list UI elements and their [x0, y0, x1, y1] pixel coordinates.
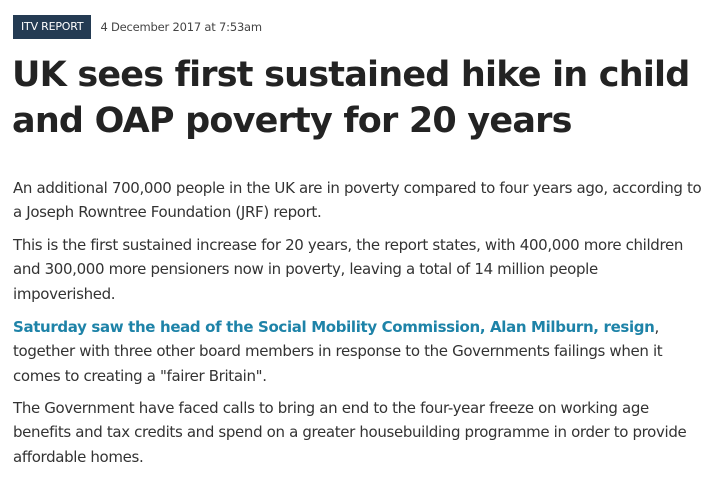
article-headline: UK sees first sustained hike in child an…: [12, 55, 690, 141]
publish-timestamp: 4 December 2017 at 7:53am: [100, 20, 262, 34]
paragraph-4: The Government have faced calls to bring…: [13, 399, 687, 466]
paragraph-2: This is the first sustained increase for…: [13, 236, 684, 303]
article-meta: ITV REPORT 4 December 2017 at 7:53am: [13, 15, 262, 39]
itv-report-badge: ITV REPORT: [13, 15, 92, 39]
paragraph-1: An additional 700,000 people in the UK a…: [13, 179, 702, 222]
paragraph-3: Saturday saw the head of the Social Mobi…: [13, 315, 703, 388]
milburn-resign-link[interactable]: Saturday saw the head of the Social Mobi…: [13, 318, 655, 336]
paragraph-3-text: , together with three other board member…: [13, 318, 663, 385]
